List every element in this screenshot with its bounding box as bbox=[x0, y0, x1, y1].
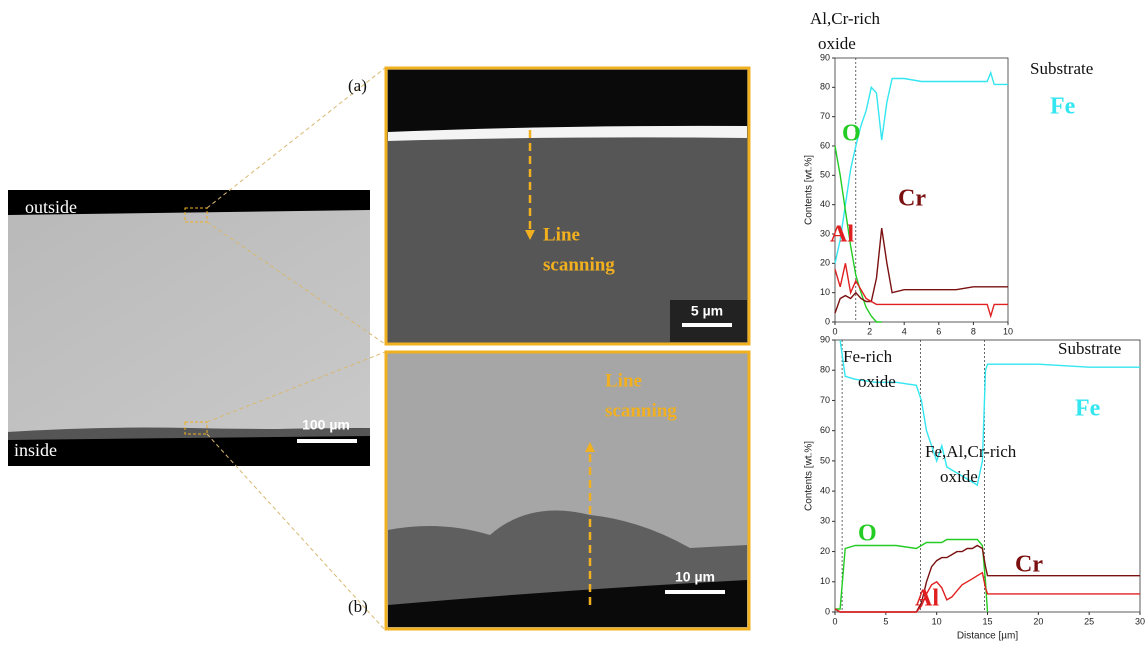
x-tick-label: 2 bbox=[867, 326, 872, 336]
y-tick-label: 80 bbox=[820, 82, 830, 92]
x-tick-label: 20 bbox=[1033, 616, 1043, 626]
annotation: Fe,Al,Cr-rich bbox=[925, 442, 1017, 461]
series-label: O bbox=[858, 521, 877, 547]
y-tick-label: 40 bbox=[820, 199, 830, 209]
label: inside bbox=[14, 440, 57, 460]
label: scanning bbox=[543, 254, 615, 275]
y-tick-label: 40 bbox=[820, 485, 830, 495]
sem-b: 10 µm Line scanning bbox=[386, 352, 749, 629]
scale-label: 5 µm bbox=[691, 303, 723, 319]
annotation: oxide bbox=[818, 34, 856, 53]
series-label: Al bbox=[830, 222, 854, 248]
x-tick-label: 0 bbox=[832, 326, 837, 336]
y-tick-label: 70 bbox=[820, 395, 830, 405]
y-tick-label: 10 bbox=[820, 287, 830, 297]
x-tick-label: 30 bbox=[1135, 616, 1145, 626]
annotation: Al,Cr-rich bbox=[810, 9, 881, 28]
scale-label: 100 µm bbox=[302, 417, 350, 433]
y-tick-label: 90 bbox=[820, 52, 830, 62]
figure: outside inside 100 µm 5 µm Line scanning… bbox=[0, 0, 1146, 653]
x-tick-label: 5 bbox=[883, 616, 888, 626]
y-tick-label: 0 bbox=[825, 606, 830, 616]
y-tick-label: 20 bbox=[820, 258, 830, 268]
x-tick-label: 10 bbox=[1003, 326, 1013, 336]
panel-label: (a) bbox=[348, 76, 367, 95]
series-label: O bbox=[842, 121, 861, 147]
label: scanning bbox=[605, 400, 677, 421]
y-axis-label: Contents [wt.%] bbox=[804, 155, 815, 225]
y-tick-label: 50 bbox=[820, 455, 830, 465]
x-tick-label: 15 bbox=[982, 616, 992, 626]
series-label: Al bbox=[915, 586, 939, 612]
y-tick-label: 50 bbox=[820, 170, 830, 180]
y-tick-label: 30 bbox=[820, 516, 830, 526]
y-tick-label: 20 bbox=[820, 546, 830, 556]
y-tick-label: 70 bbox=[820, 111, 830, 121]
series-label: Fe bbox=[1050, 94, 1076, 120]
annotation: Fe-rich bbox=[843, 347, 893, 366]
series-label: Cr bbox=[898, 186, 926, 212]
x-tick-label: 0 bbox=[832, 616, 837, 626]
x-tick-label: 6 bbox=[936, 326, 941, 336]
y-tick-label: 0 bbox=[825, 316, 830, 326]
y-tick-label: 90 bbox=[820, 334, 830, 344]
y-tick-label: 10 bbox=[820, 576, 830, 586]
sem-a: 5 µm Line scanning bbox=[386, 68, 749, 344]
x-tick-label: 8 bbox=[971, 326, 976, 336]
x-tick-label: 4 bbox=[902, 326, 907, 336]
label: outside bbox=[25, 197, 77, 217]
scale-label: 10 µm bbox=[675, 569, 715, 585]
label: Line bbox=[543, 224, 580, 245]
series-label: Cr bbox=[1015, 552, 1043, 578]
annotation: oxide bbox=[858, 372, 896, 391]
panel-label: (b) bbox=[348, 597, 368, 616]
annotation: Substrate bbox=[1058, 339, 1121, 358]
y-tick-label: 30 bbox=[820, 228, 830, 238]
y-axis-label: Contents [wt.%] bbox=[804, 441, 815, 511]
x-axis-label: Distance [µm] bbox=[957, 631, 1019, 642]
y-tick-label: 60 bbox=[820, 425, 830, 435]
annotation: Substrate bbox=[1030, 59, 1093, 78]
x-tick-label: 25 bbox=[1084, 616, 1094, 626]
y-tick-label: 60 bbox=[820, 140, 830, 150]
annotation: oxide bbox=[940, 467, 978, 486]
charts: 01020304050607080900246810Distance [µm]C… bbox=[804, 9, 1145, 642]
y-tick-label: 80 bbox=[820, 365, 830, 375]
x-tick-label: 10 bbox=[932, 616, 942, 626]
sem-main: outside inside 100 µm bbox=[8, 190, 370, 466]
series-label: Fe bbox=[1075, 396, 1101, 422]
label: Line bbox=[605, 370, 642, 391]
